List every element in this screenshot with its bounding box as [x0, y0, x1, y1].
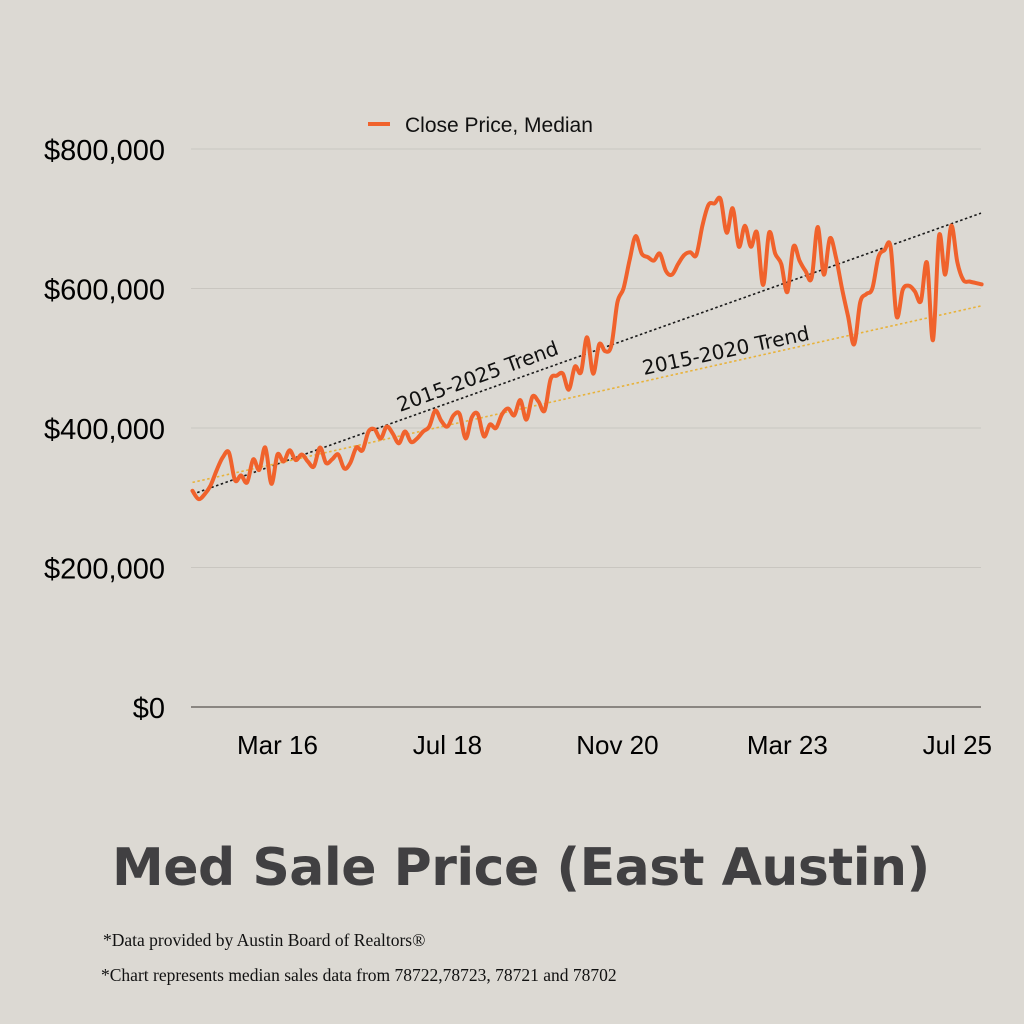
trend-label-2015-2025: 2015-2025 Trend	[394, 336, 562, 417]
y-tick-label: $800,000	[44, 135, 165, 167]
trendlines	[192, 212, 982, 496]
gridlines	[191, 148, 981, 708]
x-tick-label: Mar 16	[237, 730, 318, 760]
footnote-zip-codes: *Chart represents median sales data from…	[101, 965, 617, 985]
chart-title: Med Sale Price (East Austin)	[112, 838, 930, 898]
trendline-2015-2025-trend	[192, 212, 982, 496]
y-tick-label: $200,000	[44, 554, 165, 586]
series-line-close-price-median	[190, 195, 984, 502]
x-tick-label: Mar 23	[747, 730, 828, 760]
footnote-data-source: *Data provided by Austin Board of Realto…	[103, 930, 426, 950]
y-tick-label: $600,000	[44, 275, 165, 307]
legend: Close Price, Median	[368, 114, 593, 137]
x-tick-label: Jul 25	[923, 730, 992, 760]
trend-label-2015-2020: 2015-2020 Trend	[640, 321, 811, 380]
trendline-2015-2020-trend	[192, 305, 982, 484]
x-tick-label: Nov 20	[576, 730, 658, 760]
y-tick-label: $400,000	[44, 414, 165, 446]
legend-label-close-price: Close Price, Median	[405, 114, 593, 137]
x-tick-label: Jul 18	[413, 730, 482, 760]
y-tick-label: $0	[133, 693, 165, 725]
series-layer	[190, 195, 984, 502]
y-axis-ticks: $0 $200,000 $400,000 $600,000 $800,000	[44, 135, 165, 725]
x-axis-ticks: Mar 16 Jul 18 Nov 20 Mar 23 Jul 25	[237, 730, 992, 760]
